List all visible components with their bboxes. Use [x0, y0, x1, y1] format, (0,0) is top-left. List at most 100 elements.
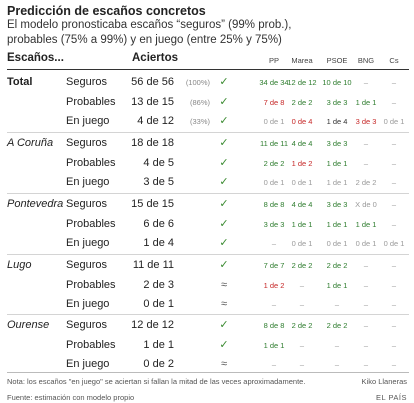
party-cell-marea: –: [299, 300, 305, 309]
party-cell-marea: 1 de 2: [291, 158, 313, 168]
party-cell-bng: X de 0: [355, 200, 377, 209]
party-cell-bng: 1 de 1: [355, 219, 377, 229]
table-row: En juego 0 de 2 ≈ – – – – –: [0, 355, 414, 374]
row-hits-percent: (100%): [185, 78, 210, 87]
party-cell-cs: –: [391, 97, 397, 107]
check-icon: ✓: [219, 198, 229, 210]
row-category: En juego: [66, 358, 110, 370]
check-icon: ✓: [219, 217, 229, 230]
row-hits-value: 56 de 56: [131, 76, 174, 88]
table-row: Pontevedra Seguros 15 de 15 ✓ 8 de 8 4 de 4 3 …: [0, 195, 414, 214]
group-name: A Coruña: [7, 137, 54, 149]
party-cell-cs: –: [391, 300, 397, 309]
table-row: En juego 0 de 1 ≈ – – – – –: [0, 295, 414, 314]
row-category: En juego: [66, 237, 110, 249]
party-cell-bng: –: [363, 360, 369, 369]
row-hits-value: 12 de 12: [131, 319, 174, 331]
table-row: En juego 3 de 5 ✓ 0 de 1 0 de 1 1 de 1 2 de 2 –: [0, 173, 414, 192]
party-cell-marea: –: [299, 360, 305, 369]
party-cell-psoe: 10 de 10: [322, 78, 352, 87]
party-cell-psoe: 0 de 1: [326, 239, 348, 248]
party-cell-pp: 7 de 8: [263, 97, 285, 107]
party-cell-bng: 0 de 1: [355, 239, 377, 248]
table-row: Probables 4 de 5 ✓ 2 de 2 1 de 2 1 de 1 – –: [0, 154, 414, 173]
party-cell-psoe: –: [334, 300, 340, 309]
party-cell-pp: 34 de 34: [259, 78, 289, 87]
row-category: Probables: [66, 217, 116, 230]
check-icon: ✓: [219, 137, 229, 149]
party-cell-bng: –: [363, 300, 369, 309]
party-cell-bng: 1 de 1: [355, 97, 377, 107]
approx-icon: ≈: [220, 358, 228, 370]
party-cell-bng: –: [363, 261, 369, 270]
party-cell-psoe: 1 de 1: [326, 280, 348, 290]
party-cell-marea: 1 de 1: [291, 219, 313, 229]
check-icon: ✓: [219, 237, 229, 249]
party-cell-cs: 0 de 1: [383, 117, 405, 126]
party-cell-psoe: –: [334, 360, 340, 369]
party-cell-cs: –: [391, 158, 397, 168]
header-party-bng: BNG: [357, 56, 375, 65]
row-hits-value: 15 de 15: [131, 198, 174, 210]
party-cell-pp: 0 de 1: [263, 178, 285, 187]
check-icon: ✓: [219, 115, 229, 127]
party-cell-pp: 11 de 11: [259, 139, 289, 148]
subtitle-line-2: probables (75% a 99%) y en juego (entre …: [7, 33, 282, 46]
party-cell-marea: 2 de 2: [291, 97, 313, 107]
party-cell-psoe: 2 de 2: [326, 261, 348, 270]
party-cell-pp: –: [271, 360, 277, 369]
row-hits-value: 0 de 2: [143, 358, 174, 370]
party-cell-cs: 0 de 1: [383, 239, 405, 248]
group-separator: [7, 132, 409, 133]
party-cell-marea: 0 de 4: [291, 117, 313, 126]
publisher-logo: EL PAÍS: [375, 393, 407, 402]
party-cell-cs: –: [391, 200, 397, 209]
row-hits-value: 13 de 15: [131, 95, 174, 108]
check-icon: ✓: [219, 176, 229, 188]
approx-icon: ≈: [220, 278, 228, 291]
party-cell-psoe: 3 de 3: [326, 139, 348, 148]
row-hits-value: 0 de 1: [143, 298, 174, 310]
check-icon: ✓: [219, 76, 229, 88]
party-cell-bng: 2 de 2: [355, 178, 377, 187]
party-cell-bng: –: [363, 321, 369, 330]
group-name: Ourense: [7, 319, 50, 331]
check-icon: ✓: [219, 338, 229, 351]
header-party-psoe: PSOE: [326, 56, 348, 65]
party-cell-psoe: 3 de 3: [326, 200, 348, 209]
row-hits-value: 2 de 3: [143, 278, 174, 291]
party-cell-bng: –: [363, 78, 369, 87]
party-cell-psoe: 1 de 4: [326, 117, 348, 126]
party-cell-psoe: 3 de 3: [326, 97, 348, 107]
header-aciertos: Aciertos: [132, 52, 179, 64]
party-cell-pp: 3 de 3: [263, 219, 285, 229]
row-category: En juego: [66, 176, 110, 188]
party-cell-marea: 4 de 4: [291, 139, 313, 148]
party-cell-marea: 0 de 1: [291, 178, 313, 187]
party-cell-marea: 0 de 1: [291, 239, 313, 248]
party-cell-marea: 12 de 12: [287, 78, 317, 87]
party-cell-psoe: 1 de 1: [326, 219, 348, 229]
table-row: Probables 2 de 3 ≈1 de 2 – 1 de 1 – –: [0, 276, 414, 295]
row-hits-value: 3 de 5: [143, 176, 174, 188]
row-category: Seguros: [66, 319, 107, 331]
table-row: Lugo Seguros 11 de 11 ✓ 7 de 7 2 de 2 2 de 2 – –: [0, 256, 414, 275]
header-party-marea: Marea: [291, 56, 313, 65]
table-row: Total Seguros 56 de 56 (100%) ✓ 34 de 34 12 de…: [0, 73, 414, 92]
party-cell-marea: 4 de 4: [291, 200, 313, 209]
party-cell-pp: 2 de 2: [263, 158, 285, 168]
party-cell-cs: –: [391, 261, 397, 270]
party-cell-bng: 3 de 3: [355, 117, 377, 126]
table-row: En juego 1 de 4 ✓ – 0 de 1 0 de 1 0 de 1 0 de 1: [0, 234, 414, 253]
row-hits-value: 4 de 12: [137, 115, 174, 127]
party-cell-cs: –: [391, 280, 397, 290]
page-subtitle: El modelo pronosticaba escaños “seguros”…: [7, 18, 291, 47]
page-title: Predicción de escaños concretos: [7, 4, 206, 18]
party-cell-bng: –: [363, 280, 369, 290]
party-cell-psoe: 1 de 1: [326, 158, 348, 168]
row-category: Probables: [66, 156, 116, 169]
party-cell-marea: 2 de 2: [291, 261, 313, 270]
table-row: Probables 6 de 6 ✓ 3 de 3 1 de 1 1 de 1 1 de 1…: [0, 215, 414, 234]
header-rule: [7, 69, 409, 70]
